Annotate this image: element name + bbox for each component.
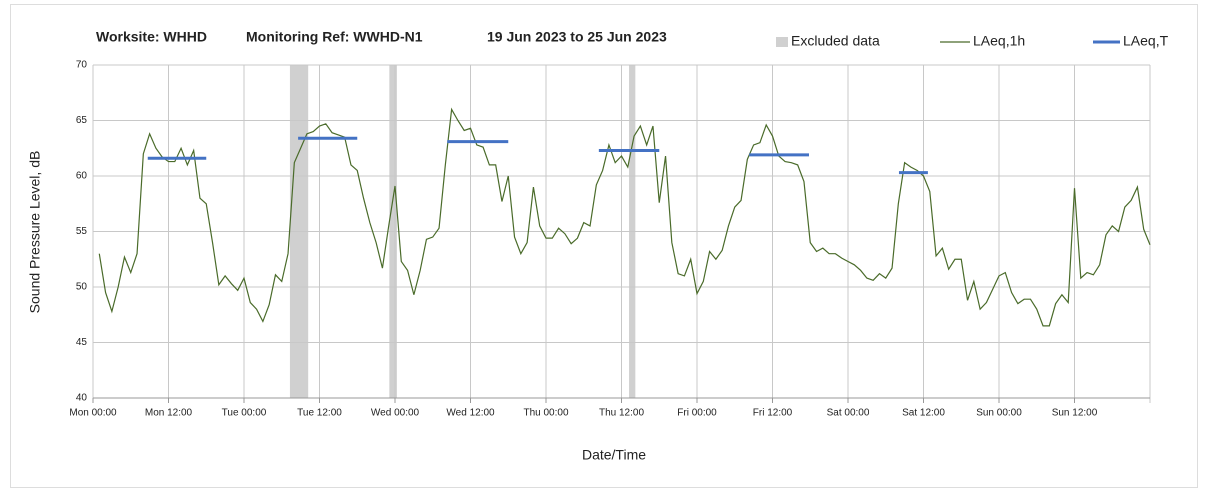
legend-label: LAeq,1h: [973, 33, 1025, 49]
x-tick-label: Sat 12:00: [902, 408, 945, 419]
x-tick-label: Fri 00:00: [677, 408, 717, 419]
y-tick-label: 55: [76, 226, 88, 237]
x-axis-title: Date/Time: [582, 447, 646, 463]
y-tick-label: 65: [76, 115, 88, 126]
y-tick-label: 45: [76, 337, 88, 348]
x-tick-label: Thu 12:00: [599, 408, 644, 419]
x-tick-label: Fri 12:00: [753, 408, 793, 419]
legend-label: Excluded data: [791, 33, 880, 49]
y-tick-label: 60: [76, 171, 88, 182]
x-tick-label: Sat 00:00: [827, 408, 870, 419]
y-tick-label: 40: [76, 393, 88, 404]
x-tick-label: Mon 12:00: [145, 408, 193, 419]
y-axis-title: Sound Pressure Level, dB: [27, 151, 43, 314]
x-tick-label: Tue 00:00: [222, 408, 267, 419]
title-ref: Monitoring Ref: WWHD-N1: [246, 29, 423, 45]
x-tick-label: Wed 00:00: [371, 408, 420, 419]
title-worksite: Worksite: WHHD: [96, 29, 207, 45]
x-tick-label: Sun 00:00: [976, 408, 1022, 419]
title-dates: 19 Jun 2023 to 25 Jun 2023: [487, 29, 667, 45]
x-tick-label: Tue 12:00: [297, 408, 342, 419]
legend-swatch: [776, 37, 788, 47]
x-tick-label: Thu 00:00: [523, 408, 568, 419]
series-line: [98, 107, 1151, 327]
legend-label: LAeq,T: [1123, 33, 1169, 49]
x-tick-label: Mon 00:00: [69, 408, 117, 419]
y-tick-label: 70: [76, 60, 88, 71]
frame: [10, 4, 1198, 488]
x-tick-label: Sun 12:00: [1052, 408, 1098, 419]
y-tick-label: 50: [76, 282, 88, 293]
x-tick-label: Wed 12:00: [446, 408, 495, 419]
